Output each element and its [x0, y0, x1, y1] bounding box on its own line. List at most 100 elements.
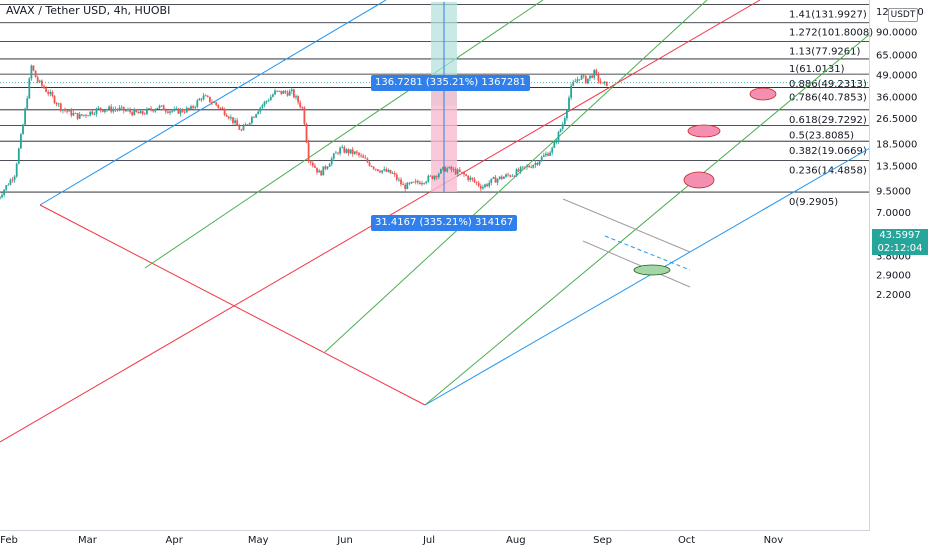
fib-label: 1.272(101.8008): [789, 28, 873, 39]
candle: [370, 165, 373, 167]
candle: [152, 110, 155, 112]
candle: [101, 110, 104, 112]
price-axis-divider: [869, 0, 870, 530]
candle: [26, 98, 29, 109]
candle: [475, 181, 478, 183]
candle: [177, 108, 180, 114]
candle: [576, 79, 579, 82]
candle: [599, 80, 602, 83]
fib-label: 0.5(23.8085): [789, 130, 854, 141]
candle: [68, 109, 71, 112]
candle: [496, 178, 499, 183]
candle: [274, 90, 276, 95]
candle: [171, 111, 173, 112]
candle: [5, 185, 8, 190]
candle: [423, 183, 425, 184]
candle: [471, 177, 474, 180]
candle: [55, 103, 58, 105]
candle: [494, 177, 497, 183]
candle: [51, 92, 54, 96]
price-tick-label: 65.0000: [876, 50, 917, 61]
candle: [605, 81, 608, 86]
candle: [219, 107, 222, 109]
fib-label: 0.236(14.4858): [789, 166, 867, 177]
candle: [173, 109, 176, 112]
candle: [47, 91, 50, 94]
chart-title: AVAX / Tether USD, 4h, HUOBI: [6, 4, 171, 17]
candle: [309, 161, 312, 163]
candle: [230, 117, 232, 119]
candle: [57, 103, 60, 105]
candle: [507, 174, 509, 176]
candle: [253, 117, 255, 118]
candle: [532, 165, 535, 168]
candle: [498, 176, 501, 179]
candle: [517, 169, 520, 172]
candle: [519, 167, 522, 172]
candle: [202, 95, 205, 100]
pitchfork-line: [39, 0, 387, 206]
candle: [572, 81, 575, 86]
fib-label: 1(61.0131): [789, 64, 845, 75]
candle: [11, 179, 14, 181]
candle: [297, 96, 299, 103]
pitchfork-line: [39, 204, 426, 406]
candle: [122, 106, 125, 111]
candle: [17, 148, 20, 164]
candle-timer: 02:12:04: [872, 243, 928, 255]
candle: [515, 169, 518, 177]
candle: [263, 101, 266, 106]
time-tick-label: Nov: [764, 535, 784, 546]
candle: [425, 181, 428, 184]
candle: [467, 175, 470, 180]
candle: [127, 109, 129, 111]
candle: [509, 175, 512, 177]
time-tick-label: Jun: [336, 535, 353, 546]
candle: [356, 151, 358, 153]
projection-line: [604, 235, 691, 271]
time-tick-label: Jul: [422, 535, 435, 546]
candle: [99, 107, 102, 111]
candle: [538, 161, 541, 165]
candle: [358, 152, 360, 156]
currency-label[interactable]: USDT: [888, 8, 918, 22]
candle: [181, 109, 184, 112]
candle: [314, 165, 316, 168]
candle: [440, 168, 442, 174]
candle: [179, 109, 182, 114]
candle: [83, 114, 85, 116]
candle: [80, 114, 83, 116]
candle: [41, 80, 43, 86]
candle: [559, 129, 562, 132]
candle: [463, 172, 465, 175]
candle: [36, 77, 39, 82]
candle: [66, 110, 68, 112]
candle: [232, 117, 234, 124]
candle: [330, 158, 333, 165]
measure-callout-lower[interactable]: 31.4167 (335.21%) 314167: [371, 215, 518, 231]
target-ellipse: [749, 87, 777, 101]
candle: [43, 85, 45, 89]
candle: [316, 167, 318, 173]
measure-callout-upper[interactable]: 136.7281 (335.21%) 1367281: [371, 75, 530, 91]
candle: [513, 175, 516, 177]
price-axis: 120.000090.000065.000049.000036.000026.5…: [876, 7, 924, 301]
candle: [412, 181, 415, 183]
candle: [74, 112, 77, 114]
candle: [326, 166, 329, 169]
candle: [154, 109, 157, 112]
candle: [353, 151, 356, 154]
candle: [150, 108, 152, 111]
candle: [393, 173, 396, 175]
candle: [93, 113, 96, 115]
candle: [38, 80, 41, 82]
candle: [141, 111, 144, 114]
candle: [269, 96, 272, 101]
current-price-tag: 43.5997: [872, 229, 928, 243]
candle: [272, 94, 274, 97]
candle: [320, 170, 323, 176]
candle: [458, 169, 461, 172]
candle: [118, 107, 121, 110]
candle: [190, 106, 192, 109]
candle: [601, 82, 604, 84]
